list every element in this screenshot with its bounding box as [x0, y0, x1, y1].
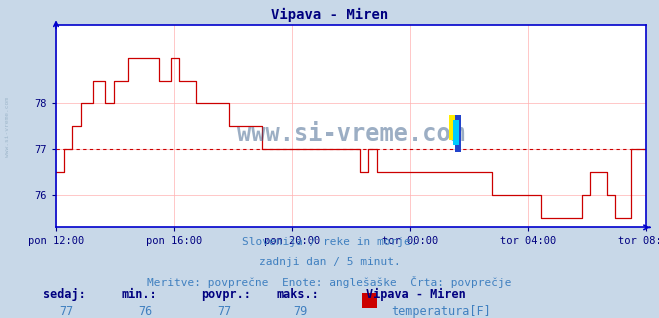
Text: Slovenija / reke in morje.: Slovenija / reke in morje. — [242, 237, 417, 247]
Text: Vipava - Miren: Vipava - Miren — [366, 288, 465, 301]
Text: 77: 77 — [217, 305, 232, 318]
Bar — [449, 115, 459, 140]
Bar — [455, 115, 461, 152]
Text: zadnji dan / 5 minut.: zadnji dan / 5 minut. — [258, 257, 401, 266]
Text: 77: 77 — [59, 305, 74, 318]
Text: www.si-vreme.com: www.si-vreme.com — [5, 97, 10, 157]
Text: Meritve: povprečne  Enote: anglešaške  Črta: povprečje: Meritve: povprečne Enote: anglešaške Črt… — [147, 276, 512, 288]
Text: povpr.:: povpr.: — [201, 288, 251, 301]
Text: temperatura[F]: temperatura[F] — [391, 305, 490, 318]
Text: Vipava - Miren: Vipava - Miren — [271, 8, 388, 22]
Text: 76: 76 — [138, 305, 153, 318]
Text: www.si-vreme.com: www.si-vreme.com — [237, 122, 465, 147]
Text: sedaj:: sedaj: — [43, 288, 86, 301]
Text: min.:: min.: — [122, 288, 158, 301]
Text: 79: 79 — [293, 305, 308, 318]
Bar — [453, 120, 459, 145]
Text: maks.:: maks.: — [277, 288, 320, 301]
